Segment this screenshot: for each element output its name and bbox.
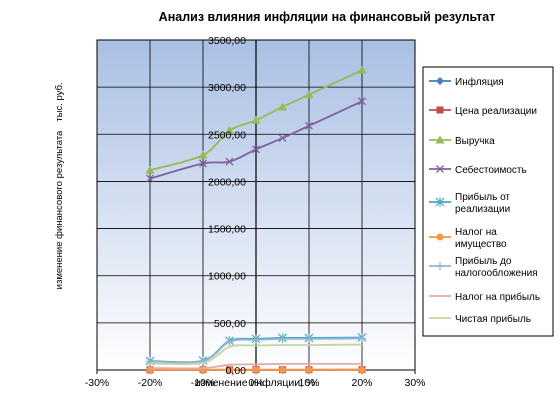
legend-label: Налог на прибыль xyxy=(455,291,540,303)
series-9 xyxy=(149,343,363,366)
data-point xyxy=(145,165,155,174)
data-point xyxy=(305,366,313,374)
data-point xyxy=(225,126,234,135)
series-7 xyxy=(146,334,366,366)
data-point xyxy=(358,366,366,374)
legend-label: Выручка xyxy=(455,136,495,147)
y-tick-label: 0,00 xyxy=(226,365,247,377)
legend-marker xyxy=(436,165,444,173)
data-point xyxy=(305,334,313,343)
data-point xyxy=(358,334,366,343)
series-line xyxy=(149,362,362,370)
y-axis-unit-label: тыс. руб. xyxy=(54,82,65,121)
chart-title: Анализ влияния инфляции на финансовый ре… xyxy=(159,10,496,24)
y-tick-label: 2000,00 xyxy=(208,176,246,188)
legend-label: Себестоимость xyxy=(455,164,527,176)
y-axis-label: изменение финансового результата xyxy=(54,130,65,289)
legend-marker xyxy=(436,106,444,114)
data-point xyxy=(305,121,313,130)
y-tick-label: 1500,00 xyxy=(208,224,246,236)
legend-item: Выручка xyxy=(429,135,495,147)
data-point xyxy=(251,115,261,124)
x-tick-label: -10% xyxy=(191,377,216,389)
data-point xyxy=(357,65,367,74)
y-tick-label: 500,00 xyxy=(214,318,246,330)
legend-label: Цена реализации xyxy=(455,106,537,117)
data-point xyxy=(358,97,366,106)
data-point xyxy=(278,334,287,343)
legend-item: Себестоимость xyxy=(429,164,527,176)
series-layer xyxy=(145,65,367,375)
data-point xyxy=(225,157,234,166)
legend-label: Прибыль от реализации xyxy=(455,191,510,215)
legend-label: Чистая прибыль xyxy=(455,313,531,325)
x-tick-label: -30% xyxy=(85,377,110,389)
legend-marker xyxy=(435,197,445,207)
y-tick-label: 2500,00 xyxy=(208,129,246,141)
series-4 xyxy=(146,97,366,183)
x-axis-label: изменение инфляции, % xyxy=(195,377,316,389)
legend-marker xyxy=(436,77,444,85)
legend-label: Налог на имущество xyxy=(455,227,507,250)
x-tick-label: -20% xyxy=(138,377,163,389)
legend-item: Прибыль от реализации xyxy=(429,191,510,215)
series-3 xyxy=(145,65,367,174)
legend: Инфляция Цена реализации Выручка Себестоимо… xyxy=(429,76,540,325)
legend-label: Прибыль до налогообложения xyxy=(455,255,538,279)
legend-item: Инфляция xyxy=(429,76,504,88)
data-point xyxy=(225,337,234,346)
legend-item: Чистая прибыль xyxy=(429,313,531,325)
legend-marker xyxy=(436,233,444,241)
legend-marker xyxy=(435,135,445,144)
legend-item: Цена реализации xyxy=(429,106,537,117)
series-line xyxy=(149,343,363,366)
data-point xyxy=(198,150,208,159)
legend-item: Прибыль до налогообложения xyxy=(429,255,538,279)
data-point xyxy=(252,145,260,154)
legend-marker xyxy=(436,262,444,270)
data-point xyxy=(304,90,314,99)
y-tick-label: 3500,00 xyxy=(208,35,246,47)
data-point xyxy=(226,366,233,374)
x-tick-label: 30% xyxy=(404,377,425,389)
data-point xyxy=(199,159,207,168)
legend-item: Налог на имущество xyxy=(429,227,507,250)
data-point xyxy=(252,335,260,344)
data-point xyxy=(146,174,154,183)
data-point xyxy=(278,134,287,143)
data-point xyxy=(252,366,260,374)
data-point xyxy=(279,366,286,374)
x-tick-label: 0% xyxy=(248,377,263,389)
data-point xyxy=(146,357,154,366)
legend-item: Налог на прибыль xyxy=(429,291,540,303)
data-point xyxy=(278,102,287,111)
y-tick-label: 1000,00 xyxy=(208,271,246,283)
tick-labels: 0,00 500,00 1000,00 1500,00 2000,00 2500,00 30… xyxy=(85,35,426,389)
legend-label: Инфляция xyxy=(455,76,504,88)
x-tick-label: 10% xyxy=(298,377,319,389)
series-8 xyxy=(149,362,362,370)
y-tick-label: 3000,00 xyxy=(208,82,246,94)
x-tick-label: 20% xyxy=(351,377,372,389)
